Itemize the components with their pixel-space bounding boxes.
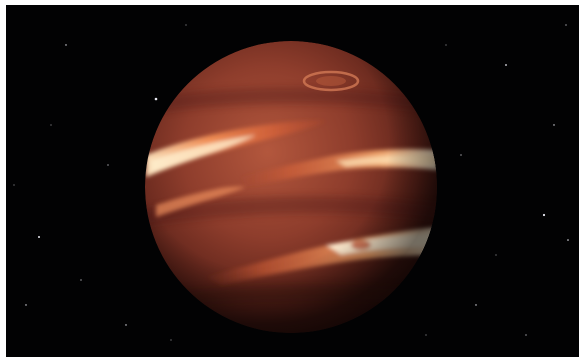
planet bbox=[145, 41, 437, 333]
space-scene bbox=[6, 5, 579, 357]
starfield bbox=[13, 24, 569, 341]
planet-illustration bbox=[13, 24, 569, 341]
